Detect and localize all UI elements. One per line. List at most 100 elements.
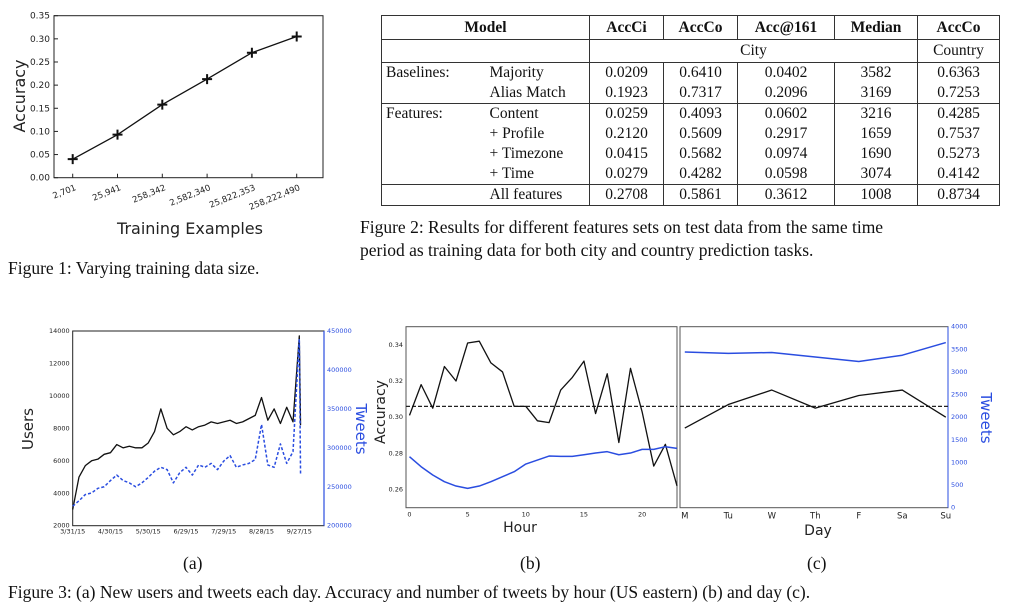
fig3a-y2tick-label: 450000 [327,327,352,335]
value-cell: 0.0259 [589,103,664,124]
value-cell: 0.0415 [589,144,664,164]
fig3c-y2tick-label: 0 [951,504,955,512]
group-label [381,184,486,206]
value-cell: 0.2917 [737,124,835,144]
table-subheader-row: City Country [381,39,1000,63]
fig3c-y2tick-label: 500 [951,481,963,489]
fig1-data-point-plus-marker [157,99,168,110]
fig1-ytick-label: 0.30 [30,35,50,45]
model-name-cell: All features [485,184,590,206]
figure3-caption: Figure 3: (a) New users and tweets each … [8,582,811,602]
table-row: + Timezone 0.0415 0.5682 0.0974 1690 0.5273 [381,144,1000,164]
results-table: Model AccCi AccCo Acc@161 Median AccCo C… [381,15,1000,206]
fig3c-y2tick-label: 1000 [951,458,968,466]
fig3b-ytick-label: 0.26 [389,486,403,494]
value-cell: 0.1923 [589,83,664,104]
value-cell: 0.0209 [589,62,664,83]
fig3c-xtick-label: Su [940,512,951,522]
fig3c-xlabel: Day [804,523,832,539]
figure2-caption-line2: period as training data for both city an… [360,240,814,260]
value-cell: 0.4142 [917,164,1000,185]
value-cell: 0.6363 [917,62,1000,83]
value-cell: 0.2120 [589,124,664,144]
value-cell: 0.2096 [737,83,835,104]
fig1-data-point-plus-marker [67,154,78,165]
fig1-data-point-plus-marker [112,129,123,140]
fig3a-y2tick-label: 350000 [327,405,352,413]
fig3a-ytick-label: 4000 [53,489,70,497]
fig3b-xtick-label: 15 [580,511,588,519]
value-cell: 0.0974 [737,144,835,164]
fig3a-xtick-label: 6/29/15 [173,528,198,536]
fig3a-ytick-label: 2000 [53,522,70,530]
group-label [381,124,486,144]
fig3a-y2label: Tweets [352,402,370,454]
fig3a-y2tick-label: 400000 [327,366,352,374]
fig3c-xtick-label: Tu [723,512,733,522]
table-row: + Time 0.0279 0.4282 0.0598 3074 0.4142 [381,164,1000,185]
model-name-cell: + Time [485,164,590,185]
fig3c-y2tick-label: 1500 [951,436,968,444]
value-cell: 0.0602 [737,103,835,124]
fig3a-y2tick-label: 300000 [327,444,352,452]
panel-label-c: (c) [807,553,827,573]
fig1-xlabel: Training Examples [116,219,263,238]
value-cell: 0.6410 [663,62,738,83]
fig3c-accuracy-line [684,389,947,429]
fig3b-ytick-label: 0.32 [389,377,403,385]
fig3a-xtick-label: 7/29/15 [211,528,236,536]
value-cell: 1690 [834,144,918,164]
fig3b-xtick-label: 10 [522,511,530,519]
table-header-row: Model AccCi AccCo Acc@161 Median AccCo [381,15,1000,40]
group-label [381,164,486,185]
fig1-data-point-plus-marker [202,74,213,85]
fig1-xtick-label: 2,701 [52,183,78,201]
value-cell: 1659 [834,124,918,144]
fig3c-xtick-label: Sa [897,512,908,522]
fig3a-xtick-label: 4/30/15 [98,528,123,536]
fig3a-xtick-label: 5/30/15 [136,528,161,536]
fig3c-xtick-label: W [768,512,777,522]
fig3b-xtick-label: 5 [466,511,470,519]
fig3a-xtick-label: 8/28/15 [249,528,274,536]
fig3a-y2tick-label: 250000 [327,483,352,491]
header-accci: AccCi [589,15,664,40]
fig3a-ytick-label: 12000 [49,359,70,367]
value-cell: 1008 [834,184,918,206]
figure1-caption: Figure 1: Varying training data size. [8,258,260,278]
value-cell: 0.7537 [917,124,1000,144]
fig3a-ylabel: Users [19,408,37,450]
subheader-city: City [589,39,918,63]
value-cell: 0.4093 [663,103,738,124]
group-label [381,144,486,164]
header-median: Median [834,15,918,40]
table-row: All features 0.2708 0.5861 0.3612 1008 0.8734 [381,184,1000,206]
fig3b-ytick-label: 0.28 [389,449,403,457]
fig3a-ytick-label: 8000 [53,424,70,432]
header-accco: AccCo [663,15,738,40]
fig3c-y2tick-label: 2500 [951,391,968,399]
fig3c-y2tick-label: 3500 [951,345,968,353]
value-cell: 0.3612 [737,184,835,206]
subheader-country: Country [917,39,1000,63]
group-label: Features: [381,103,486,124]
table-row: Features: Content 0.0259 0.4093 0.0602 3216 0.… [381,103,1000,124]
value-cell: 0.0598 [737,164,835,185]
value-cell: 0.7253 [917,83,1000,104]
fig1-xtick-label: 2,582,340 [168,183,212,208]
fig3c-xtick-label: M [681,512,688,522]
value-cell: 0.5273 [917,144,1000,164]
fig3c-y2tick-label: 4000 [951,323,968,331]
fig3b-accuracy-line [408,340,678,487]
fig3a-ytick-label: 6000 [53,457,70,465]
fig3b-ytick-label: 0.34 [389,341,403,349]
fig1-accuracy-line [72,35,297,160]
fig3b-plot-frame [405,326,678,509]
fig3a-y2tick-label: 200000 [327,522,352,530]
fig3c-tweets-line [684,341,947,363]
fig3a-xtick-label: 3/31/15 [60,528,85,536]
group-label [381,83,486,104]
fig3c-xtick-label: F [856,512,861,522]
